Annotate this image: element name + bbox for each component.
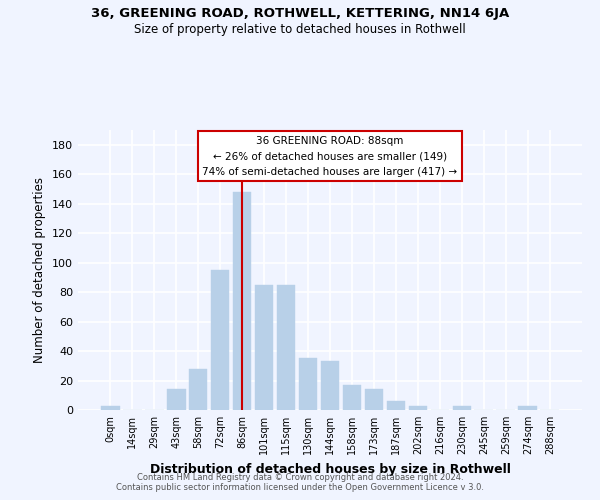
Bar — [167, 390, 185, 410]
Bar — [189, 368, 208, 410]
Bar — [518, 406, 537, 410]
X-axis label: Distribution of detached houses by size in Rothwell: Distribution of detached houses by size … — [149, 462, 511, 475]
Bar — [277, 284, 295, 410]
Bar — [386, 401, 405, 410]
Text: 36, GREENING ROAD, ROTHWELL, KETTERING, NN14 6JA: 36, GREENING ROAD, ROTHWELL, KETTERING, … — [91, 8, 509, 20]
Bar — [365, 390, 383, 410]
Bar — [101, 406, 119, 410]
Text: Size of property relative to detached houses in Rothwell: Size of property relative to detached ho… — [134, 22, 466, 36]
Bar — [343, 385, 361, 410]
Bar — [299, 358, 317, 410]
Text: 36 GREENING ROAD: 88sqm
← 26% of detached houses are smaller (149)
74% of semi-d: 36 GREENING ROAD: 88sqm ← 26% of detache… — [202, 136, 458, 177]
Bar — [409, 406, 427, 410]
Bar — [211, 270, 229, 410]
Y-axis label: Number of detached properties: Number of detached properties — [34, 177, 46, 363]
Bar — [233, 192, 251, 410]
Text: Contains HM Land Registry data © Crown copyright and database right 2024.: Contains HM Land Registry data © Crown c… — [137, 474, 463, 482]
Bar — [452, 406, 471, 410]
Bar — [320, 362, 340, 410]
Bar — [255, 284, 274, 410]
Text: Contains public sector information licensed under the Open Government Licence v : Contains public sector information licen… — [116, 484, 484, 492]
